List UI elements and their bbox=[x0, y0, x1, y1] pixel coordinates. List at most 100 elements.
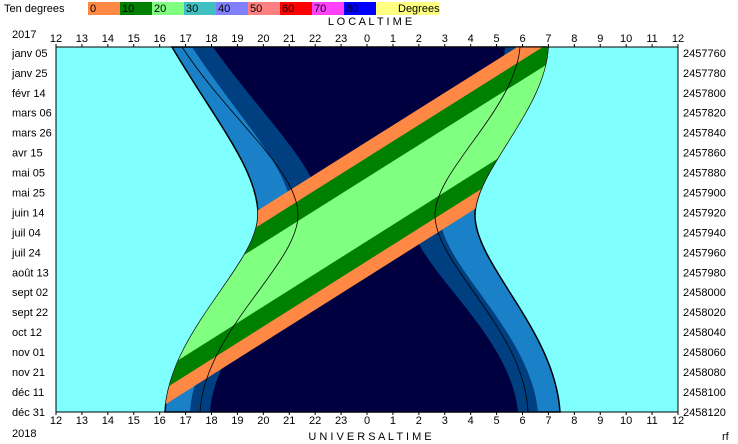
legend-scale-label: 70 bbox=[314, 3, 326, 15]
date-label: juil 04 bbox=[11, 227, 41, 239]
julian-day-label: 2457920 bbox=[683, 207, 726, 219]
date-label: juin 14 bbox=[11, 207, 44, 219]
contour-line bbox=[434, 46, 529, 413]
legend-swatch bbox=[216, 2, 248, 15]
julian-day-label: 2457880 bbox=[683, 168, 726, 180]
top-hour-label: 22 bbox=[309, 33, 321, 45]
bottom-hour-label: 4 bbox=[468, 415, 474, 427]
bottom-hour-label: 3 bbox=[442, 415, 448, 427]
bottom-hour-label: 19 bbox=[231, 415, 243, 427]
top-hour-label: 20 bbox=[257, 33, 269, 45]
date-label: août 13 bbox=[12, 267, 49, 279]
legend-scale-label: 0 bbox=[90, 3, 96, 15]
top-hour-label: 14 bbox=[102, 33, 114, 45]
legend-scale-label: 30 bbox=[186, 3, 198, 15]
julian-day-label: 2457900 bbox=[683, 188, 726, 200]
bottom-hour-label: 23 bbox=[335, 415, 347, 427]
bottom-hour-label: 8 bbox=[571, 415, 577, 427]
top-hour-label: 13 bbox=[76, 33, 88, 45]
top-hour-label: 10 bbox=[620, 33, 632, 45]
bottom-hour-label: 18 bbox=[205, 415, 217, 427]
bottom-hour-label: 7 bbox=[545, 415, 551, 427]
bottom-hour-label: 0 bbox=[364, 415, 370, 427]
julian-day-label: 2458080 bbox=[683, 367, 726, 379]
date-label: déc 11 bbox=[12, 387, 44, 399]
julian-day-label: 2457800 bbox=[683, 88, 726, 100]
legend-scale-label: 50 bbox=[250, 3, 262, 15]
top-hour-label: 1 bbox=[390, 33, 396, 45]
corner-label: rf bbox=[722, 431, 730, 443]
legend-swatch bbox=[376, 2, 440, 15]
top-hour-label: 6 bbox=[519, 33, 525, 45]
top-year: 2017 bbox=[12, 29, 36, 41]
legend-swatch bbox=[248, 2, 280, 15]
top-hour-label: 3 bbox=[442, 33, 448, 45]
top-hour-label: 0 bbox=[364, 33, 370, 45]
bottom-hour-label: 15 bbox=[128, 415, 140, 427]
top-hour-label: 2 bbox=[416, 33, 422, 45]
date-label: nov 01 bbox=[12, 347, 45, 359]
bottom-year: 2018 bbox=[12, 428, 36, 440]
bottom-hour-label: 17 bbox=[179, 415, 191, 427]
top-hour-label: 21 bbox=[283, 33, 295, 45]
top-hour-label: 12 bbox=[50, 33, 62, 45]
date-label: mars 06 bbox=[12, 108, 52, 120]
legend-swatch bbox=[120, 2, 152, 15]
moon-band bbox=[165, 47, 560, 412]
legend-swatch bbox=[184, 2, 216, 15]
bottom-hour-label: 1 bbox=[390, 415, 396, 427]
legend-title: Ten degrees bbox=[4, 3, 65, 15]
julian-day-label: 2457760 bbox=[683, 48, 726, 60]
julian-day-label: 2458000 bbox=[683, 287, 726, 299]
bottom-hour-label: 20 bbox=[257, 415, 269, 427]
date-label: avr 15 bbox=[12, 148, 43, 160]
date-label: mai 05 bbox=[12, 168, 45, 180]
date-label: janv 25 bbox=[11, 68, 47, 80]
top-hour-label: 18 bbox=[205, 33, 217, 45]
legend-swatch bbox=[280, 2, 312, 15]
julian-day-label: 2457860 bbox=[683, 148, 726, 160]
bottom-hour-label: 11 bbox=[646, 415, 657, 427]
moon-band-high bbox=[165, 47, 560, 397]
bottom-hour-label: 10 bbox=[620, 415, 632, 427]
julian-day-label: 2457840 bbox=[683, 128, 726, 140]
bottom-hour-label: 12 bbox=[672, 415, 684, 427]
julian-day-label: 2457980 bbox=[683, 267, 726, 279]
legend-unit: Degrees bbox=[398, 3, 440, 15]
date-label: mars 26 bbox=[12, 128, 52, 140]
bottom-hour-label: 13 bbox=[76, 415, 88, 427]
legend-swatch bbox=[344, 2, 376, 15]
top-hour-label: 5 bbox=[494, 33, 500, 45]
julian-day-label: 2458020 bbox=[683, 307, 726, 319]
date-label: nov 21 bbox=[12, 367, 45, 379]
legend-swatch bbox=[88, 2, 120, 15]
julian-day-label: 2457960 bbox=[683, 247, 726, 259]
contour-line bbox=[181, 46, 299, 413]
bottom-hour-label: 5 bbox=[494, 415, 500, 427]
top-axis-title: L O C A L T I M E bbox=[328, 16, 412, 28]
bottom-hour-label: 21 bbox=[283, 415, 295, 427]
legend-swatch bbox=[312, 2, 344, 15]
legend-scale-label: 80 bbox=[346, 3, 358, 15]
julian-day-label: 2458040 bbox=[683, 327, 726, 339]
top-hour-label: 23 bbox=[335, 33, 347, 45]
bottom-hour-label: 22 bbox=[309, 415, 321, 427]
bottom-hour-label: 14 bbox=[102, 415, 114, 427]
top-hour-label: 4 bbox=[468, 33, 474, 45]
date-label: févr 14 bbox=[12, 88, 46, 100]
bottom-hour-label: 6 bbox=[519, 415, 525, 427]
top-hour-label: 7 bbox=[545, 33, 551, 45]
julian-day-label: 2457940 bbox=[683, 227, 726, 239]
julian-day-label: 2457820 bbox=[683, 108, 726, 120]
date-label: sept 22 bbox=[12, 307, 48, 319]
top-hour-label: 16 bbox=[154, 33, 166, 45]
julian-day-label: 2457780 bbox=[683, 68, 726, 80]
top-hour-label: 9 bbox=[597, 33, 603, 45]
top-hour-label: 12 bbox=[672, 33, 684, 45]
date-label: juil 24 bbox=[11, 247, 41, 259]
top-hour-label: 11 bbox=[646, 33, 657, 45]
top-hour-label: 19 bbox=[231, 33, 243, 45]
top-hour-label: 8 bbox=[571, 33, 577, 45]
